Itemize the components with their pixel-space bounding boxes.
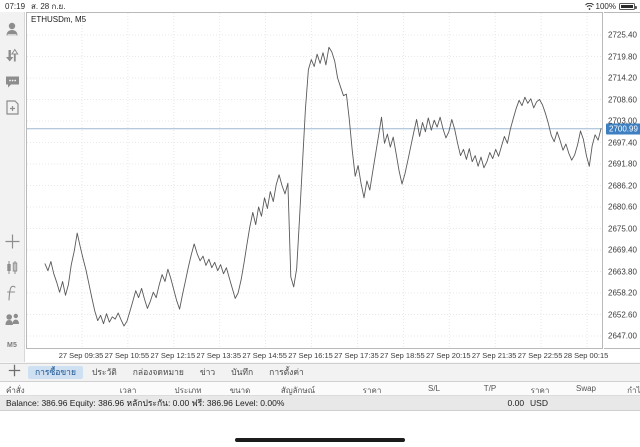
toolbar-trade[interactable] [0,42,25,68]
candlestick-chart-icon [5,260,19,275]
toolbar-crosshair[interactable] [0,228,25,254]
grid-horizontal [27,34,602,337]
toolbar-timeframe[interactable]: M5 [0,332,25,358]
time-axis-label: 27 Sep 09:35 [58,351,104,360]
time-axis-label: 27 Sep 10:55 [104,351,150,360]
status-bar-left: 07:19 ส. 28 ก.ย. [5,0,65,13]
price-axis-label: 2714.20 [608,73,637,83]
chart-area: ETHUSDm, M5 2725.40 2719.80 2714.20 2708.60… [25,12,640,362]
price-axis[interactable]: 2725.40 2719.80 2714.20 2708.60 2703.00 2697.… [604,12,640,349]
table-column-header[interactable]: สัญลักษณ์ [280,386,316,395]
price-axis-label: 2703.00 [608,116,637,126]
current-price-tag: 2700.99 [606,123,640,135]
balance-right-group: 0.00 USD [508,398,635,408]
price-axis-label: 2658.20 [608,288,637,298]
time-axis-label: 27 Sep 17:35 [334,351,379,360]
time-axis[interactable]: 27 Sep 09:35 27 Sep 10:55 27 Sep 12:15 27 S… [26,349,608,362]
chart-symbol-label: ETHUSDm, M5 [30,15,88,24]
table-column-header[interactable]: กำไร [627,386,640,395]
account-balance-bar: Balance: 386.96 Equity: 386.96 หลักประกั… [0,396,640,411]
toolbar-chart-type[interactable] [0,254,25,280]
indicators-f-icon [6,285,19,301]
toolbar-new-order[interactable] [0,94,25,120]
price-axis-label: 2647.00 [608,331,637,341]
table-column-header[interactable]: ประเภท [174,386,202,395]
price-axis-label: 2669.40 [608,245,637,255]
time-axis-label: 27 Sep 13:35 [196,351,242,360]
price-axis-label: 2719.80 [608,52,637,61]
time-axis-label: 28 Sep 00:15 [563,351,609,360]
battery-full-icon [619,2,637,10]
toolbar-bottom-group: M5 [0,228,25,362]
tab-list: การซื้อขาย ประวัติ กล่องจดหมาย ข่าว บันทึก กา… [28,365,311,380]
accounts-person-icon [5,22,19,37]
table-column-header[interactable]: S/L [427,384,441,393]
wifi-icon [584,3,594,10]
price-axis-label: 2680.60 [608,202,637,212]
tab-item[interactable]: บันทึก [231,366,254,377]
price-axis-label: 2652.60 [608,310,637,319]
table-column-header[interactable]: เวลา [119,386,137,395]
time-axis-label: 27 Sep 12:15 [150,351,196,360]
time-axis-label: 27 Sep 20:15 [425,351,471,360]
status-bar-right: 100% [584,1,637,11]
table-column-header[interactable]: Swap [575,384,597,393]
table-column-header[interactable]: ราคา [362,386,382,395]
price-line-chart [27,13,602,348]
toolbar-chat[interactable] [0,68,25,94]
chart-plot[interactable]: ETHUSDm, M5 [26,12,603,349]
new-order-document-icon [5,99,19,115]
time-axis-label: 27 Sep 22:55 [517,351,563,360]
status-time: 07:19 [5,1,26,11]
price-polyline [44,46,602,327]
time-axis-label: 27 Sep 16:15 [288,351,333,360]
tab-item[interactable]: กล่องจดหมาย [132,366,184,377]
status-date: ส. 28 ก.ย. [31,1,66,11]
balance-summary-text: Balance: 386.96 Equity: 386.96 หลักประกั… [6,398,285,408]
time-axis-label: 27 Sep 18:55 [380,351,425,360]
time-axis-label: 27 Sep 21:35 [471,351,517,360]
chat-bubble-icon [5,75,20,88]
time-axis-label: 27 Sep 14:55 [242,351,287,360]
toolbar-indicators[interactable] [0,280,25,306]
status-bar: 07:19 ส. 28 ก.ย. 100% [0,0,640,12]
price-axis-label: 2675.00 [608,224,637,233]
timeframe-label: M5 [6,341,18,349]
currency-label: USD [530,398,548,408]
tab-item[interactable]: การตั้งค่า [269,366,304,377]
tab-item[interactable]: การซื้อขาย [28,365,83,380]
price-axis-label: 2686.20 [608,181,637,190]
price-axis-label: 2708.60 [608,95,637,104]
plus-icon [8,364,21,382]
price-axis-label: 2691.80 [608,159,637,169]
add-tab-button[interactable] [0,363,28,382]
trade-arrows-icon [5,48,19,63]
table-column-header[interactable]: คำสั่ง [6,386,25,395]
table-column-header[interactable]: ราคา [530,386,550,395]
table-column-header[interactable]: T/P [483,384,497,393]
home-indicator [235,438,405,442]
crosshair-icon [5,234,20,249]
tab-item[interactable]: ประวัติ [91,366,117,377]
tab-item[interactable]: ข่าว [199,366,216,377]
price-axis-label: 2697.40 [608,138,637,147]
bottom-tab-bar: การซื้อขาย ประวัติ กล่องจดหมาย ข่าว บันทึก กา… [0,363,640,382]
left-toolbar: M5 [0,12,25,362]
toolbar-objects[interactable] [0,306,25,332]
toolbar-top-group [0,12,25,120]
price-axis-label: 2725.40 [608,30,637,40]
toolbar-accounts[interactable] [0,16,25,42]
total-profit-value: 0.00 [507,398,525,408]
price-axis-label: 2663.80 [608,267,637,276]
trade-table-header: คำสั่ง เวลา ประเภท ขนาด สัญลักษณ์ ราคา S/L T/P ร… [0,382,640,396]
objects-icon [5,312,20,326]
grid-vertical [81,13,588,348]
battery-percent-label: 100% [595,1,616,11]
table-column-header[interactable]: ขนาด [229,386,251,395]
